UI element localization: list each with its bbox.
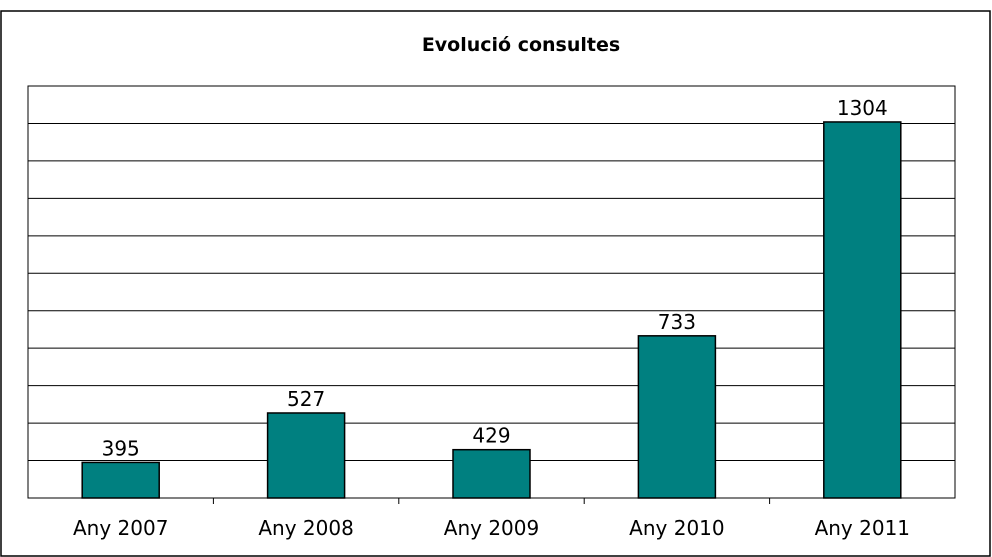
chart-title: Evolució consultes (422, 34, 620, 56)
data-label: 395 (102, 436, 140, 460)
x-tick-label: Any 2011 (815, 516, 910, 540)
bar-any-2009 (452, 448, 531, 499)
data-label: 527 (287, 387, 325, 411)
data-labels: 395 527 429 733 1304 (102, 96, 888, 460)
bar-any-2008 (266, 412, 346, 499)
data-label: 1304 (837, 96, 888, 120)
bars (81, 121, 902, 499)
x-tick-label: Any 2008 (258, 516, 353, 540)
data-label: 429 (472, 424, 510, 448)
x-tick-label: Any 2007 (73, 516, 168, 540)
x-tick-label: Any 2010 (629, 516, 724, 540)
data-label: 733 (658, 310, 696, 334)
x-axis: Any 2007 Any 2008 Any 2009 Any 2010 Any 2011 (73, 498, 910, 540)
bar-any-2007 (81, 461, 160, 499)
bar-any-2011 (823, 121, 902, 499)
bar-any-2010 (637, 335, 717, 499)
x-tick-label: Any 2009 (444, 516, 539, 540)
